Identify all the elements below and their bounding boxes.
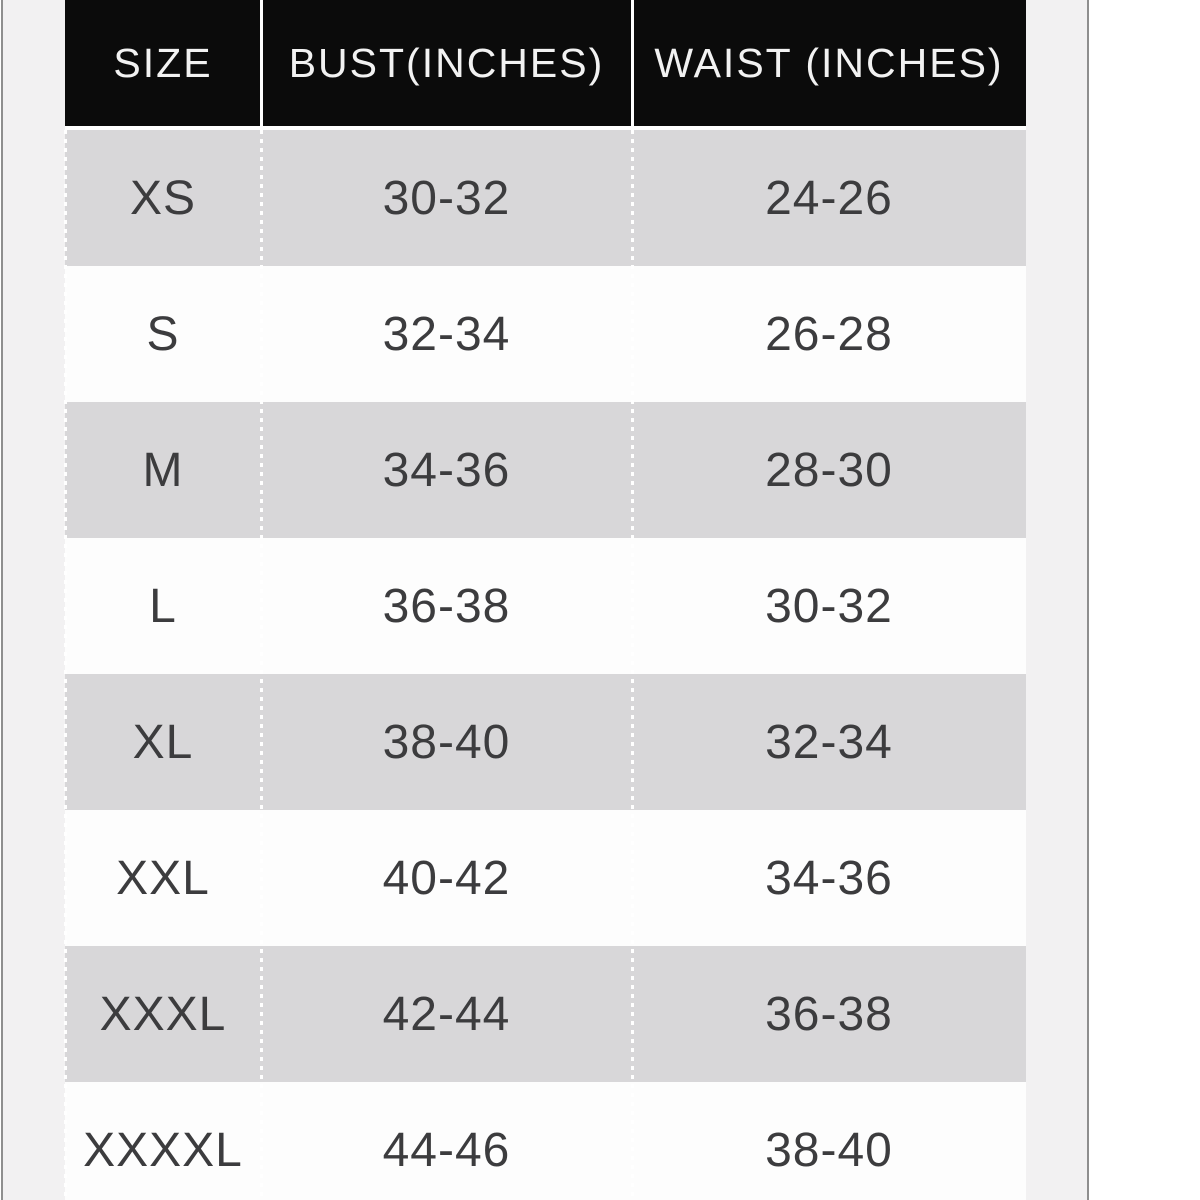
size-cell-l: L — [149, 579, 177, 633]
waist-cell-xs: 24-26 — [765, 171, 893, 225]
size-cell-m: M — [142, 443, 184, 497]
waist-cell-s: 26-28 — [765, 307, 893, 361]
bust-cell-l: 36-38 — [382, 579, 511, 633]
column-header-size: SIZE — [113, 39, 213, 86]
size-cell-xxl: XXL — [116, 851, 210, 905]
header-column-divider — [631, 0, 634, 126]
table-left-edge-divider — [64, 130, 67, 1200]
bust-cell-xxxxl: 44-46 — [382, 1123, 511, 1177]
table-row-xxxl: XXXL 42-44 36-38 — [65, 946, 1026, 1082]
right-gutter — [1026, 0, 1087, 1200]
table-row-s: S 32-34 26-28 — [65, 266, 1026, 402]
column-header-waist: WAIST (INCHES) — [654, 39, 1004, 86]
size-cell-xl: XL — [132, 715, 194, 769]
bust-cell-xl: 38-40 — [382, 715, 511, 769]
column-header-bust: BUST(INCHES) — [288, 39, 605, 86]
left-gutter — [3, 0, 65, 1200]
body-column-divider — [631, 130, 634, 1200]
table-row-l: L 36-38 30-32 — [65, 538, 1026, 674]
waist-cell-xxxl: 36-38 — [765, 987, 893, 1041]
header-column-divider — [260, 0, 263, 126]
size-cell-s: S — [146, 307, 180, 361]
waist-cell-m: 28-30 — [765, 443, 893, 497]
table-row-xs: XS 30-32 24-26 — [65, 130, 1026, 266]
bust-cell-m: 34-36 — [382, 443, 511, 497]
waist-cell-l: 30-32 — [765, 579, 893, 633]
size-chart-table: SIZE BUST(INCHES) WAIST (INCHES) XS 30-3… — [64, 0, 1026, 1200]
table-row-m: M 34-36 28-30 — [65, 402, 1026, 538]
bust-cell-xs: 30-32 — [382, 171, 511, 225]
waist-cell-xxxxl: 38-40 — [765, 1123, 893, 1177]
size-cell-xxxl: XXXL — [99, 987, 227, 1041]
bust-cell-s: 32-34 — [382, 307, 511, 361]
size-cell-xxxxl: XXXXL — [83, 1123, 243, 1177]
table-row-xl: XL 38-40 32-34 — [65, 674, 1026, 810]
body-column-divider — [260, 130, 263, 1200]
table-row-xxl: XXL 40-42 34-36 — [65, 810, 1026, 946]
waist-cell-xxl: 34-36 — [765, 851, 893, 905]
table-body: XS 30-32 24-26 S 32-34 26-28 M 34-36 28-… — [65, 130, 1026, 1200]
left-frame-line — [1, 0, 3, 1200]
table-row-xxxxl: XXXXL 44-46 38-40 — [65, 1082, 1026, 1200]
bust-cell-xxl: 40-42 — [382, 851, 511, 905]
table-header-row: SIZE BUST(INCHES) WAIST (INCHES) — [65, 0, 1026, 126]
bust-cell-xxxl: 42-44 — [382, 987, 511, 1041]
right-frame-line — [1087, 0, 1089, 1200]
waist-cell-xl: 32-34 — [765, 715, 893, 769]
size-cell-xs: XS — [129, 171, 197, 225]
